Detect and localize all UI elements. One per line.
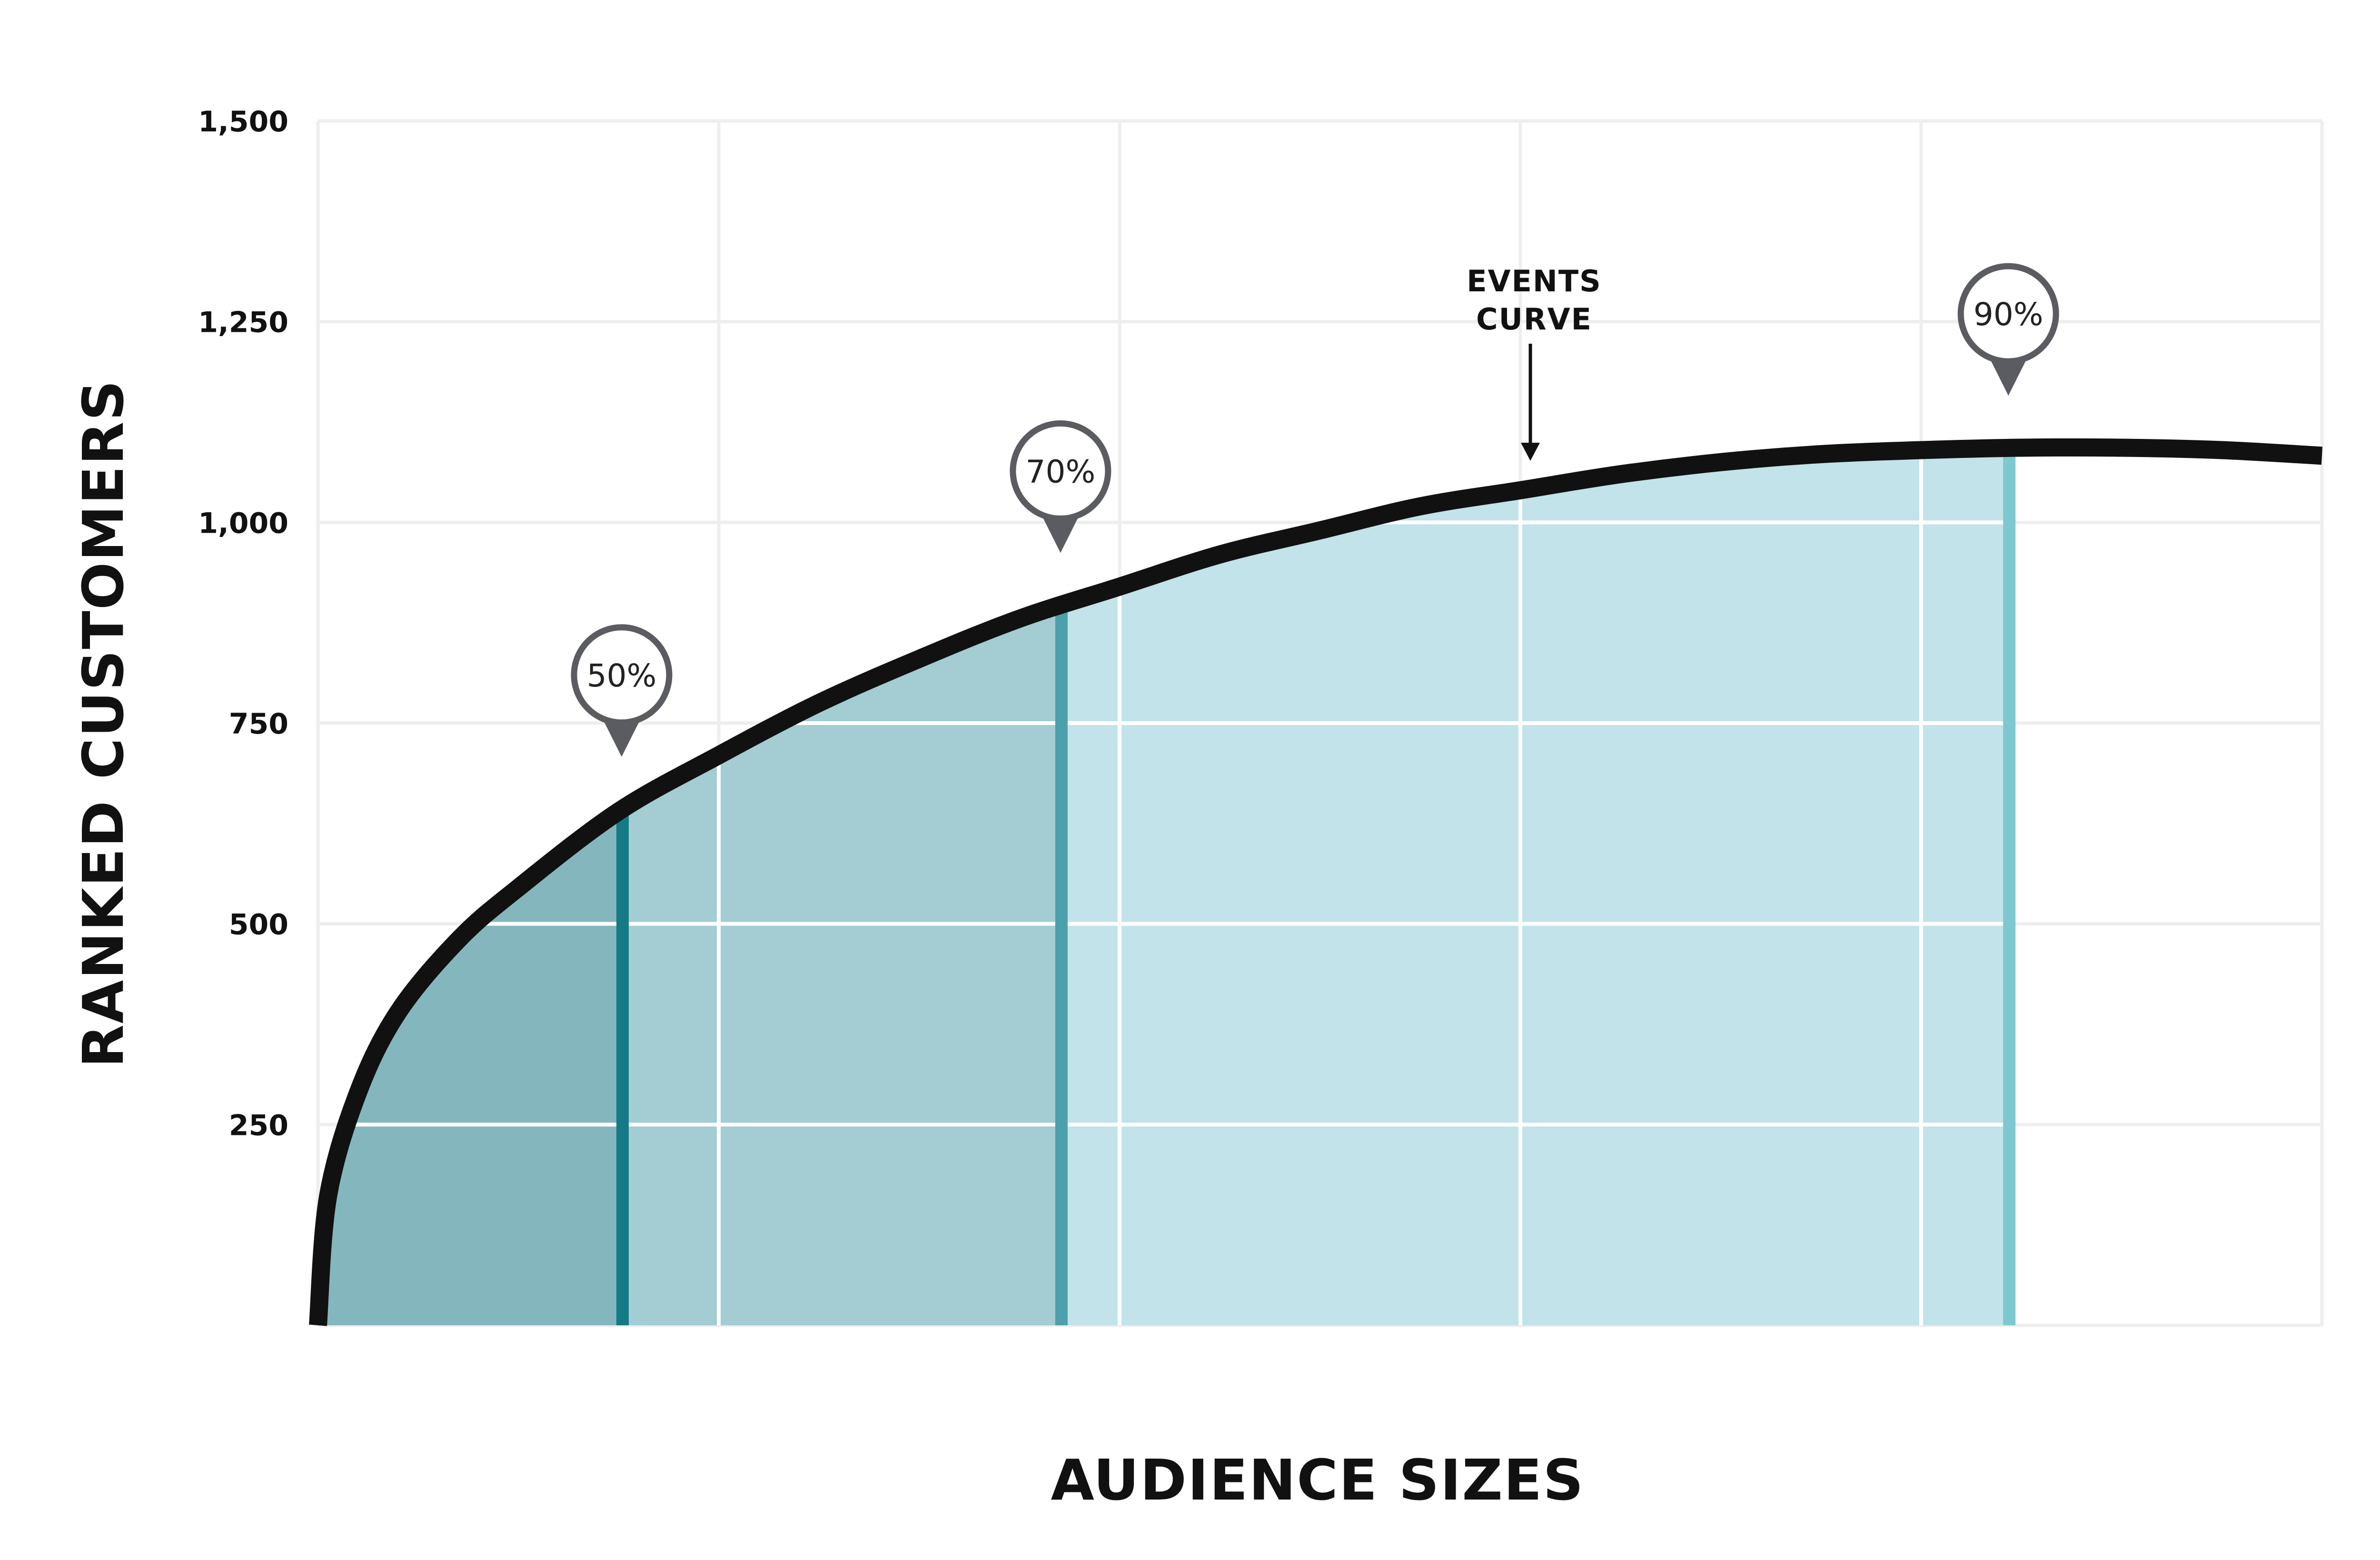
x-axis-title: AUDIENCE SIZES (1051, 1447, 1584, 1513)
percent-marker: 50% (571, 624, 673, 757)
percent-marker: 70% (1010, 420, 1111, 553)
marker-circle (1957, 263, 2059, 365)
marker-circle (1010, 420, 1111, 522)
region-boundaries (616, 448, 2016, 1325)
y-tick-label: 750 (229, 707, 288, 741)
y-axis-ticks: 250 500 750 1,000 1,250 1,500 (198, 105, 288, 1142)
y-tick-label: 500 (229, 908, 288, 942)
marker-label: 70% (1026, 453, 1096, 490)
percent-marker: 90% (1957, 263, 2059, 396)
marker-circle (571, 624, 673, 726)
marker-label: 90% (1973, 296, 2043, 333)
y-tick-label: 1,000 (198, 507, 288, 540)
y-tick-label: 250 (229, 1109, 288, 1142)
y-axis-title: RANKED CUSTOMERS (70, 379, 136, 1068)
events-curve-annotation: EVENTS CURVE (1467, 264, 1602, 461)
events-curve (309, 438, 2323, 1326)
annotation-text-line: EVENTS (1467, 264, 1602, 298)
marker-label: 50% (587, 657, 657, 694)
y-tick-label: 1,250 (198, 306, 288, 339)
y-tick-label: 1,500 (198, 105, 288, 139)
annotation-arrow-head (1521, 443, 1540, 461)
region-fills (318, 447, 2010, 1325)
annotation-text-line: CURVE (1476, 302, 1592, 337)
percent-markers: 50% 70% 90% (571, 263, 2059, 757)
